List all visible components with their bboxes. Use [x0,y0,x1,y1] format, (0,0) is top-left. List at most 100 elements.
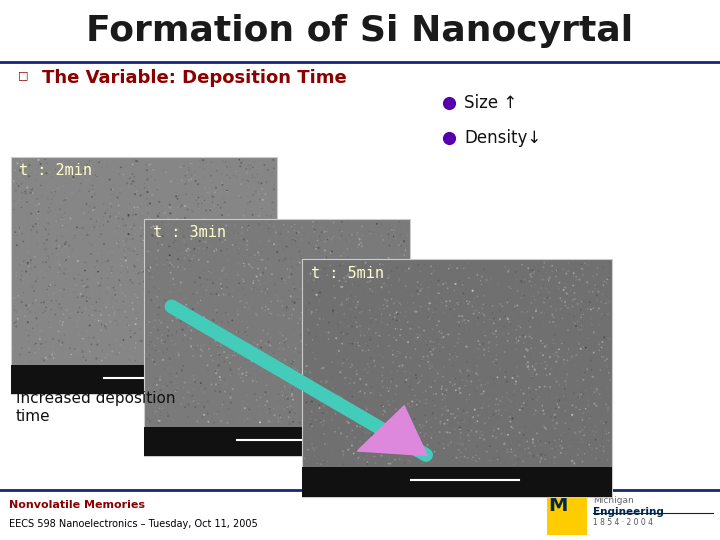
Point [102,274,114,282]
Point [377,260,389,269]
Point [235,250,246,259]
Point [197,356,208,365]
Point [178,231,189,240]
Point [478,318,490,326]
Point [446,283,457,292]
Point [215,246,227,255]
Point [217,338,228,347]
Point [57,221,68,230]
Point [354,304,366,313]
Point [338,367,349,375]
Point [84,222,96,231]
Point [176,176,188,185]
Point [216,248,228,256]
Point [234,281,246,289]
Point [201,286,212,295]
Point [415,285,427,294]
Point [189,271,200,280]
Point [27,222,39,231]
Point [539,369,551,377]
Point [376,231,387,240]
Point [31,227,42,236]
Point [198,402,210,411]
Point [97,212,109,221]
Point [100,353,112,362]
Point [586,383,598,392]
Point [192,260,203,268]
Point [462,396,474,405]
Point [117,289,128,298]
Point [487,410,499,419]
Point [194,314,205,323]
Point [81,275,93,284]
Point [171,230,182,239]
Point [210,362,221,370]
Point [238,294,249,303]
Point [161,230,173,239]
Point [17,156,28,165]
Point [249,228,261,237]
Point [314,327,325,335]
Point [148,357,160,366]
Point [428,308,439,317]
Point [603,391,614,400]
Point [342,460,354,468]
Point [312,392,324,401]
Point [163,298,174,307]
Point [343,446,354,454]
Point [312,321,323,329]
Point [244,303,256,312]
Point [455,441,467,450]
Point [364,408,376,416]
Point [163,228,175,237]
Point [524,445,536,454]
Point [271,360,282,369]
Point [315,236,326,245]
Point [145,263,156,272]
Point [496,382,508,390]
Point [130,210,142,219]
Point [146,300,158,308]
Point [324,368,336,377]
Point [402,318,413,326]
Point [348,377,360,386]
Point [223,244,235,253]
Point [473,376,485,384]
Point [564,413,575,422]
Point [348,379,360,387]
Point [346,356,358,364]
Point [359,331,370,340]
Point [327,405,338,414]
Point [344,413,356,422]
Point [87,162,99,171]
Point [321,227,333,235]
Point [451,289,463,298]
Point [171,327,182,336]
Point [238,338,249,346]
Point [194,347,206,356]
Point [233,229,244,238]
Point [393,263,405,272]
Point [329,256,341,265]
Point [268,164,279,173]
Point [150,273,162,281]
Point [344,286,356,295]
Point [377,327,389,335]
Point [438,406,450,414]
Point [362,278,374,286]
Point [523,421,535,429]
Point [222,292,234,301]
Point [330,331,342,340]
Point [577,438,588,447]
Point [300,304,311,313]
Point [58,269,69,278]
Point [268,404,279,413]
Point [184,332,195,341]
Point [225,359,236,367]
Point [118,221,130,230]
Text: 1 8 5 4 · 2 0 0 4: 1 8 5 4 · 2 0 0 4 [593,518,653,528]
Point [344,366,356,375]
Point [315,302,327,310]
Point [318,255,330,264]
Point [438,308,450,317]
